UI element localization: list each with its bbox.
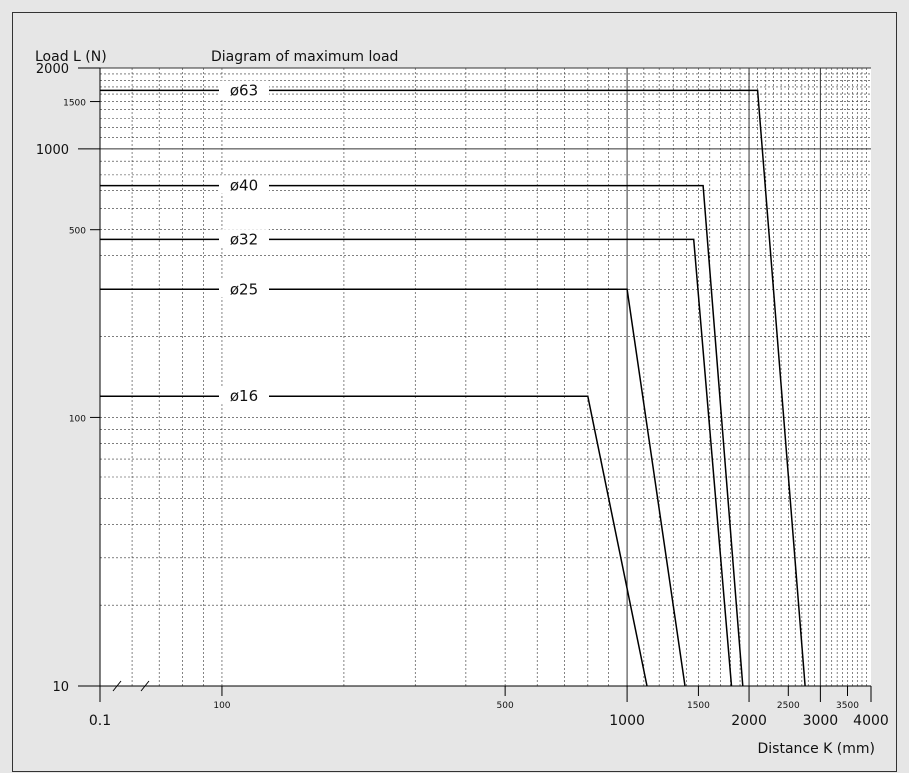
x-tick-label-small: 2500 [777,701,800,711]
y-tick-label: 500 [69,227,86,237]
x-tick-label-large: 1000 [609,713,645,729]
series-label-bg [219,175,269,194]
y-tick-label: 100 [69,414,86,424]
y-tick-label: 1500 [63,99,86,109]
x-tick-label-small: 100 [213,701,230,711]
max-load-chart: Load L (N) Diagram of maximum load Dista… [35,49,889,757]
series-label: ø16 [230,387,258,405]
x-axis-title: Distance K (mm) [758,741,876,757]
series-label: ø32 [230,230,258,248]
series-line [100,184,744,687]
series-label-bg [219,279,269,298]
y-tick-label: 2000 [36,62,69,77]
series-line [100,288,686,687]
x-tick-label-large: 0.1 [89,713,111,729]
series-line [100,238,733,687]
series-label: ø25 [230,280,258,298]
plot-area [100,68,871,686]
y-tick-label: 10 [52,680,69,695]
chart-title: Diagram of maximum load [211,49,398,65]
chart-frame: Load L (N) Diagram of maximum load Dista… [12,12,897,772]
x-tick-label-large: 3000 [803,713,839,729]
axis-break-mark [140,680,150,692]
x-tick-label-small: 1500 [687,701,710,711]
x-tick-label-small: 500 [497,701,514,711]
series-label: ø40 [230,177,258,195]
y-axis-title: Load L (N) [35,49,107,65]
series-label-bg [219,229,269,248]
x-tick-label-large: 4000 [853,713,889,729]
series-label-bg [219,80,269,99]
series-label: ø63 [230,81,258,99]
y-tick-label: 1000 [36,143,69,158]
x-tick-label-small: 3500 [836,701,859,711]
series-line [100,89,806,687]
x-tick-label-large: 2000 [731,713,767,729]
series-label-bg [219,386,269,405]
axis-break-mark [112,680,122,692]
